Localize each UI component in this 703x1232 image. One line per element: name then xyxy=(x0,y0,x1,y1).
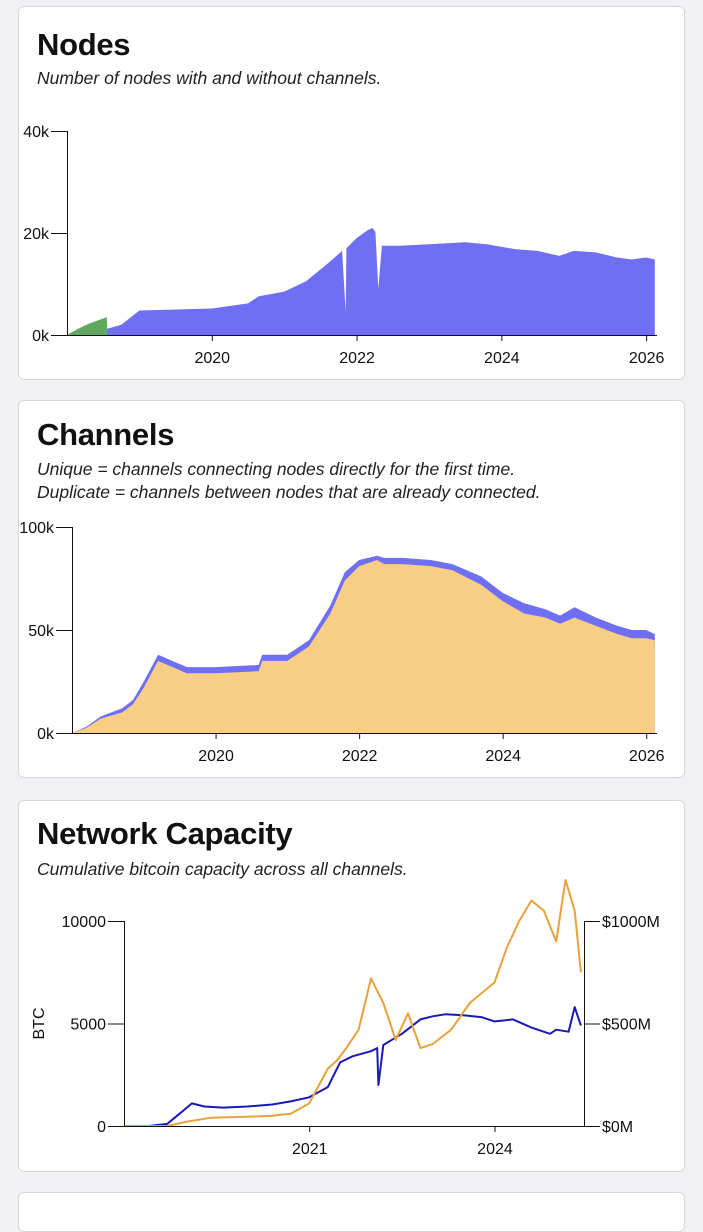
nodes-title: Nodes xyxy=(37,27,131,62)
nodes-y-tick-label-2: 40k xyxy=(23,124,50,141)
capacity-x-tick-label-1: 2024 xyxy=(477,1141,513,1158)
channels-x-tick-label-0: 2020 xyxy=(198,748,234,765)
channels-y-tick-label-0: 0k xyxy=(37,726,55,743)
capacity-x-tick-label-0: 2021 xyxy=(292,1141,328,1158)
nodes-x-tick-label-1: 2022 xyxy=(339,350,375,367)
capacity-y2-tick-label-1: $500M xyxy=(602,1017,651,1034)
nodes-subtitle: Number of nodes with and without channel… xyxy=(37,68,382,88)
nodes-series-0-area xyxy=(67,227,655,335)
nodes-y-tick-label-1: 20k xyxy=(23,226,50,243)
nodes-x-tick-label-3: 2026 xyxy=(629,350,665,367)
capacity-series-0-line xyxy=(124,1006,582,1127)
channels-x-tick-label-2: 2024 xyxy=(485,748,521,765)
capacity-y2-tick-label-2: $1000M xyxy=(602,914,660,931)
capacity-y-tick-label-0: 0 xyxy=(97,1119,106,1136)
channels-series-1-area xyxy=(72,560,655,733)
capacity-series-1-line xyxy=(124,879,582,1127)
capacity-y-tick-label-1: 5000 xyxy=(70,1017,106,1034)
capacity-chart: 0 5000 10000 $0M $500M $1000M BTC 2021 2024 xyxy=(31,879,660,1158)
nodes-series-1-area xyxy=(67,317,108,335)
capacity-y-axis-label: BTC xyxy=(31,1008,48,1040)
channels-y-tick-label-1: 50k xyxy=(28,623,55,640)
channels-x-tick-label-1: 2022 xyxy=(342,748,378,765)
nodes-x-tick-label-2: 2024 xyxy=(484,350,520,367)
channels-title: Channels xyxy=(37,417,175,452)
next-card xyxy=(18,1192,685,1232)
nodes-y-tick-label-0: 0k xyxy=(32,328,50,345)
capacity-card: Network Capacity Cumulative bitcoin capa… xyxy=(18,800,685,1172)
nodes-chart: 0k 20k 40k 2020 2022 2024 2026 xyxy=(23,124,665,367)
capacity-y2-tick-label-0: $0M xyxy=(602,1119,633,1136)
capacity-y-tick-label-2: 10000 xyxy=(62,914,107,931)
channels-subtitle-unique: Unique = channels connecting nodes direc… xyxy=(37,459,516,479)
channels-subtitle-duplicate: Duplicate = channels between nodes that … xyxy=(37,482,541,502)
nodes-x-tick-label-0: 2020 xyxy=(194,350,230,367)
channels-x-tick-label-3: 2026 xyxy=(629,748,665,765)
capacity-title: Network Capacity xyxy=(37,816,293,851)
channels-card: Channels Unique = channels connecting no… xyxy=(18,400,685,778)
channels-y-tick-label-2: 100k xyxy=(19,520,55,537)
nodes-card: Nodes Number of nodes with and without c… xyxy=(18,6,685,380)
capacity-subtitle: Cumulative bitcoin capacity across all c… xyxy=(37,859,408,879)
channels-chart: 0k 50k 100k 2020 2022 2024 2026 xyxy=(19,520,665,765)
